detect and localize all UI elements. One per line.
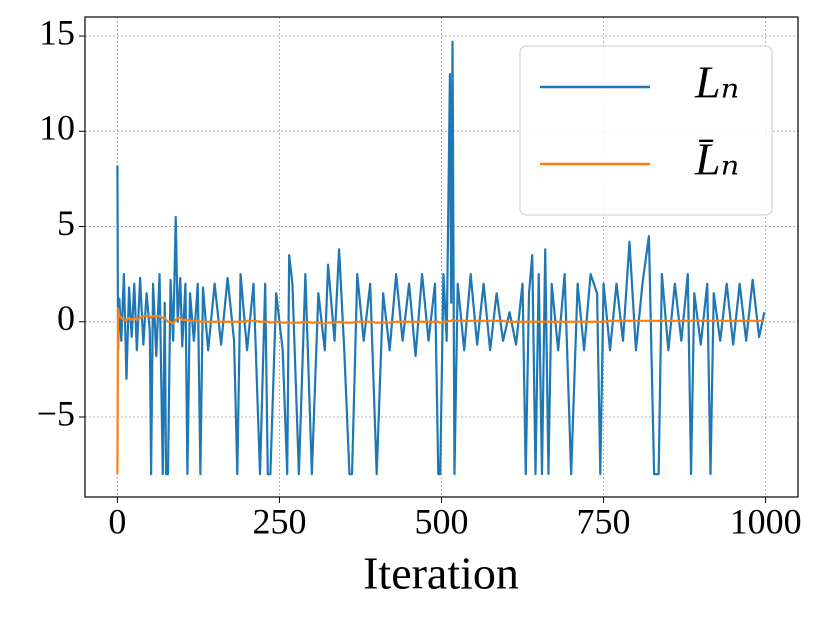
legend-label: Lₙ [694, 57, 739, 108]
x-tick-label: 750 [577, 501, 631, 541]
y-tick-label: 5 [57, 203, 75, 243]
legend-label: L̄ₙ [694, 134, 739, 185]
x-tick-label: 500 [415, 501, 469, 541]
y-tick-label: 0 [57, 298, 75, 338]
y-tick-label: −5 [37, 393, 75, 433]
x-axis-label: Iteration [363, 548, 519, 599]
plot-frame [84, 16, 799, 498]
series-line [116, 307, 765, 475]
y-tick-label: 15 [39, 12, 75, 52]
x-tick-label: 1000 [730, 501, 802, 541]
x-tick-label: 250 [252, 501, 306, 541]
x-tick-label: 0 [108, 501, 126, 541]
y-tick-label: 10 [39, 108, 75, 148]
series-line [116, 40, 766, 476]
